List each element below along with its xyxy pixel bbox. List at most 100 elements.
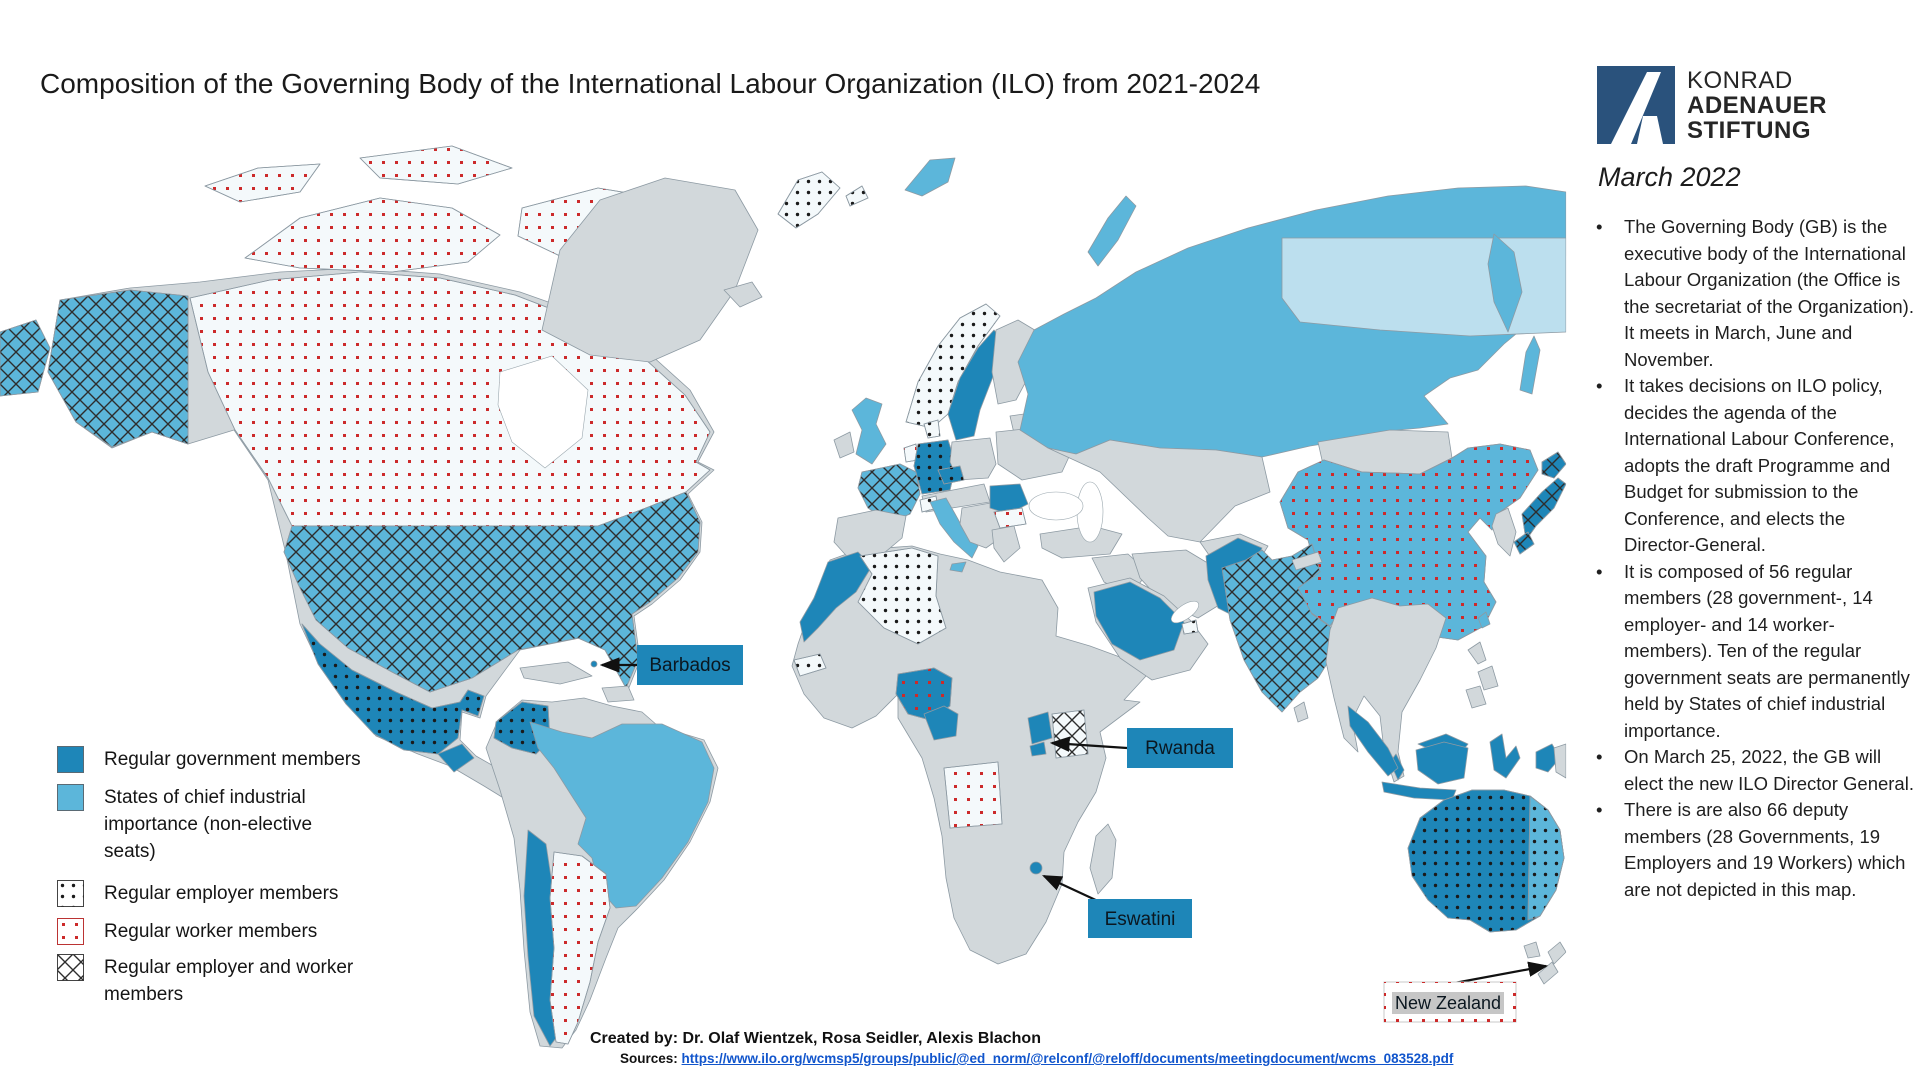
country-cuba [519, 661, 593, 685]
country-algeria-pattern [857, 547, 947, 645]
country-china-pattern [1279, 443, 1539, 641]
country-uae-pattern [1181, 619, 1199, 635]
date-label: March 2022 [1598, 162, 1741, 192]
country-indonesia-borneo [1415, 741, 1469, 785]
eswatini-label-box [1088, 899, 1192, 938]
bullet-election: On March 25, 2022, the GB will elect the… [1590, 744, 1918, 797]
country-france-pattern [857, 463, 921, 523]
kas-logo-text: KONRAD ADENAUER STIFTUNG [1687, 66, 1827, 144]
barbados-callout: Barbados [599, 645, 743, 685]
rwanda-label-box [1127, 728, 1233, 768]
country-philippines-2 [1477, 665, 1499, 691]
country-novaya-zemlya [1087, 195, 1137, 267]
country-mexico-pattern [301, 623, 485, 755]
bullet-composition: It is composed of 56 regular members (28… [1590, 559, 1918, 745]
legend-label-worker: Regular worker members [104, 921, 318, 942]
legend-item-employer: Regular employer members [57, 880, 404, 907]
eswatini-callout: Eswatini [1042, 875, 1192, 938]
rwanda-arrow [1049, 736, 1128, 752]
country-kenya-pattern [1051, 709, 1089, 759]
country-philippines-1 [1467, 641, 1487, 665]
country-cameroon [923, 705, 959, 741]
country-indonesia-sulawesi [1489, 733, 1521, 779]
country-greece [991, 525, 1021, 563]
country-senegal-pattern [793, 653, 827, 677]
rwanda-callout: Rwanda [1049, 728, 1233, 768]
legend-label-employer: Regular employer members [104, 883, 339, 904]
country-india-pattern [1221, 543, 1333, 713]
legend-item-chief-industrial: States of chief industrial importance (n… [57, 784, 346, 865]
country-germany-pattern [913, 439, 957, 495]
country-italy [929, 497, 979, 559]
country-alaska-pattern [47, 289, 189, 448]
legend-label-employer-worker: Regular employer and worker members [104, 957, 354, 1005]
legend-swatch-worker [57, 918, 84, 945]
kas-logo: KONRAD ADENAUER STIFTUNG [1597, 66, 1827, 144]
eswatini-arrow [1042, 875, 1101, 903]
country-rwanda [1029, 741, 1047, 757]
country-madagascar [1089, 823, 1117, 895]
kas-logo-line2: ADENAUER [1687, 92, 1828, 119]
country-canada-arctic-islands-4-pattern [204, 163, 321, 203]
barbados-label: Barbados [649, 655, 730, 676]
country-svalbard-2-pattern [845, 185, 869, 207]
legend-label-chief-industrial: States of chief industrial importance (n… [104, 787, 313, 862]
country-brazil [529, 721, 715, 909]
country-alaska-west-pattern [0, 319, 51, 397]
kas-logo-line1: KONRAD [1687, 67, 1793, 94]
country-sicily [949, 561, 967, 573]
country-russia-sakhalin [1519, 335, 1541, 395]
country-tasmania [1523, 941, 1541, 959]
country-new-zealand-north [1547, 941, 1567, 965]
legend-item-employer-worker: Regular employer and worker members [57, 954, 364, 1008]
sources-line: Sources: https://www.ilo.org/wcmsp5/grou… [620, 1051, 1453, 1066]
new-zealand-arrow [1448, 961, 1549, 986]
barbados-label-box [637, 645, 743, 685]
country-canada-arctic-islands-3-pattern [359, 145, 513, 185]
country-philippines-3 [1465, 685, 1487, 709]
legend-swatch-employer [57, 880, 84, 907]
country-norway-pattern [905, 303, 1001, 429]
sources-label: Sources: [620, 1051, 678, 1066]
country-united-kingdom [851, 397, 887, 465]
credits-block: Created by: Dr. Olaf Wientzek, Rosa Seid… [590, 1030, 1453, 1066]
country-papua-new-guinea [1553, 743, 1567, 779]
country-iran [1131, 549, 1225, 619]
country-angola-pattern [943, 761, 1003, 829]
country-greenland [541, 177, 759, 363]
new-zealand-label-highlight [1392, 992, 1504, 1014]
country-czech-republic-pattern [937, 465, 965, 485]
caspian-sea [1076, 481, 1104, 543]
new-zealand-callout: New Zealand [1383, 961, 1549, 1023]
country-denmark-pattern [923, 419, 941, 439]
kas-logo-line3: STIFTUNG [1687, 117, 1811, 144]
country-iceland [723, 281, 763, 308]
new-zealand-label: New Zealand [1395, 993, 1501, 1013]
country-bulgaria-pattern [993, 507, 1027, 529]
source-link[interactable]: https://www.ilo.org/wcmsp5/groups/public… [681, 1051, 1454, 1066]
page-title: Composition of the Governing Body of the… [40, 68, 1261, 99]
country-indochina [1325, 597, 1447, 783]
legend-item-worker: Regular worker members [57, 918, 404, 945]
country-taiwan [1477, 611, 1491, 629]
country-poland [949, 437, 997, 481]
country-new-zealand-south [1537, 961, 1559, 985]
hudson-bay [497, 355, 589, 469]
legend-label-government: Regular government members [104, 749, 361, 770]
kas-logo-icon [1597, 66, 1675, 144]
legend-item-government: Regular government members [57, 746, 404, 773]
country-central-asia [1047, 439, 1271, 543]
black-sea [1028, 491, 1084, 521]
country-svalbard-1-pattern [777, 171, 841, 229]
country-guatemala [437, 743, 475, 773]
country-hispaniola [601, 685, 635, 703]
legend-swatch-employer-worker [57, 954, 84, 981]
country-arctic-islands [904, 157, 956, 197]
country-japan-hokkaido-pattern [1541, 451, 1567, 479]
country-finland [991, 319, 1039, 405]
eswatini-label: Eswatini [1105, 909, 1176, 930]
country-korea [1491, 507, 1517, 557]
bullet-governing-body: The Governing Body (GB) is the executive… [1590, 214, 1918, 373]
